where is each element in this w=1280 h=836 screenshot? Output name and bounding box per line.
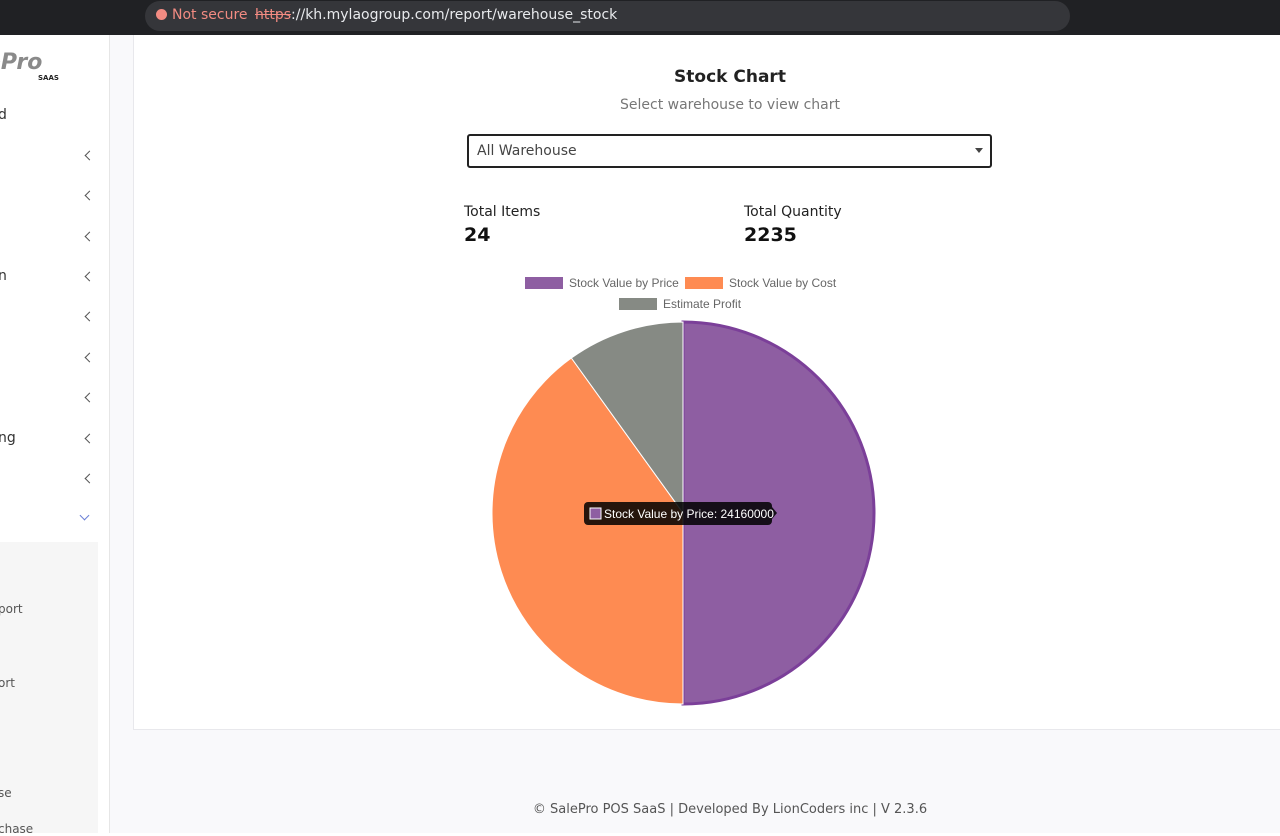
pie-slice [681,320,876,706]
select-value: All Warehouse [477,143,577,159]
submenu-item: port [0,602,23,616]
submenu-item: chase [0,822,34,836]
url-rest: ://kh.mylaogroup.com/report/warehouse_st… [291,7,618,23]
pie-slice [570,321,684,515]
menu-item: ng [0,430,16,446]
subtitle: Select warehouse to view chart [620,97,840,113]
submenu-item: ort [0,676,15,690]
tooltip-caret [772,507,777,519]
legend-label: Stock Value by Price [569,276,679,290]
menu-item: d [0,107,7,123]
legend-swatch [685,277,723,289]
tooltip-series: Stock Value by Price [604,507,714,521]
chart-title: Stock Chart [674,67,786,87]
footer: © SalePro POS SaaS | Developed By LionCo… [532,802,928,817]
logo: ePro [0,50,43,75]
submenu [0,542,98,833]
stat-value: 24 [464,224,491,246]
tooltip [584,502,772,525]
legend-swatch [525,277,563,289]
legend-label: Stock Value by Cost [729,276,837,290]
tooltip-sep: : [714,507,721,521]
warehouse-select[interactable] [467,134,992,168]
stat-label: Total Items [464,204,541,220]
legend-label: Estimate Profit [663,297,742,311]
warning-icon [156,9,167,20]
stat-label: Total Quantity [744,204,842,220]
stat-value: 2235 [744,224,797,246]
tooltip-text: Stock Value by Price: 24160000 [604,507,774,521]
menu-item: n [0,268,7,284]
tooltip-swatch [589,507,602,520]
legend-swatch [619,298,657,310]
url: https://kh.mylaogroup.com/report/warehou… [255,7,617,23]
submenu-item: se [0,786,12,800]
security-label: Not secure [172,7,248,23]
url-scheme: https [255,7,292,23]
pie-slice [491,357,684,705]
tooltip-value: 24160000 [721,507,775,521]
address-bar[interactable] [145,1,1070,31]
logo-sub: SAAS [38,74,59,82]
select-arrow [975,148,983,153]
